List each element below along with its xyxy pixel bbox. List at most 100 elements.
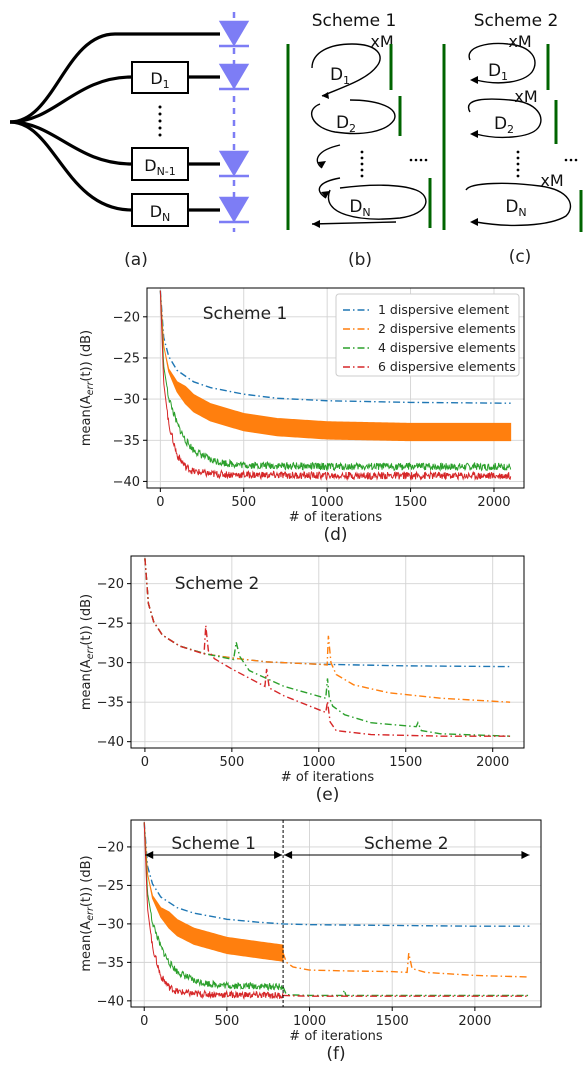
loop-d1 [468,42,536,84]
loop-label: DN [505,197,526,219]
chart-title: Scheme 2 [175,574,260,594]
x-tick-label: 1500 [389,755,422,770]
x-tick-label: 1500 [376,1014,409,1029]
y-tick-label: −30 [97,656,124,671]
loop-d1 [311,43,381,97]
photodiode-icon [218,63,250,90]
x-tick-label: 2000 [477,495,510,510]
series-line [159,290,511,404]
x-tick-label: 500 [219,755,244,770]
series-band [143,822,284,962]
arrow-head [274,851,283,859]
repeat-label: xM [540,171,563,190]
scheme1-title: Scheme 1 [312,11,397,31]
series-4 [159,290,512,482]
y-tick-label: −20 [97,840,124,855]
arrow-head [284,851,293,859]
chart-caption: (d) [323,525,347,545]
chart-caption: (f) [326,1044,345,1064]
caption-b: (b) [348,250,372,270]
legend: 1 dispersive element 2 dispersive element… [335,293,520,377]
loop-label: D1 [330,65,350,87]
arrow-head [312,220,320,228]
loop-arrow [316,144,341,169]
repeat-label: xM [508,32,531,51]
y-axis-label-sub: err [85,381,96,396]
x-axis-label: # of iterations [289,1029,383,1044]
box-label: D1 [150,69,169,91]
x-tick-label: 500 [231,495,256,510]
horizontal-dots [564,158,578,162]
y-tick-label: −35 [113,434,140,449]
photodiodes [218,20,250,224]
dispersive-box [131,147,189,181]
diagram-a: D1 DN-1 DN (a) [9,12,250,270]
y-axis-label: mean(Aerr(t)) (dB) [79,594,96,710]
y-tick-label: −20 [97,577,124,592]
x-axis-label: # of iterations [281,770,375,785]
fiber-branch [9,120,133,212]
y-tick-label: −30 [113,393,140,408]
diagram-b: Scheme 1 xM D1 D2 DN [286,11,432,270]
loop-label: DN [349,197,370,219]
series-line [144,558,511,737]
diagram-c: Scheme 2 xM xM xM D1 D2 DN (c) [442,11,583,267]
vertical-dots [158,105,162,137]
scheme2-title: Scheme 2 [474,11,559,31]
series-line [282,986,530,997]
y-tick-label: −25 [97,617,124,632]
y-tick-label: −25 [113,351,140,366]
series-2 [159,290,512,442]
legend-entry: 6 dispersive elements [378,359,516,374]
loop-dn [327,184,427,220]
series-4 [144,558,511,737]
arrow-head [321,191,330,198]
repeat-label: xM [370,32,393,51]
photodiode-icon [218,20,250,47]
y-axis-label-tail: (t)) (dB) [79,855,94,907]
y-axis-label-main: mean(A [79,659,94,710]
y-axis-label-sub: err [85,906,96,921]
series-line [143,822,284,992]
fiber-branch [9,75,133,124]
chart-f: 0 500 1000 1500 2000 −20 −25 −30 −35 −40 # of iter… [79,819,542,1064]
series-4 [143,822,530,1000]
x-tick-label: 0 [140,1014,148,1029]
chart-d: 0 500 1000 1500 2000 −20 −25 −30 −35 −40 # of iter… [79,287,525,545]
loop-label: D2 [336,113,356,135]
plot-frame [130,819,542,1008]
arrow-head [521,851,530,859]
series-1 [143,822,530,927]
series-line [159,290,512,482]
x-tick-label: 0 [141,755,149,770]
arrow-head [145,851,154,859]
y-axis-label-main: mean(A [79,395,94,446]
dispersive-box [131,193,189,227]
loop-return [311,221,397,225]
vertical-dots [516,150,520,178]
loop-d2 [310,99,396,135]
series-1 [159,290,511,404]
loop-arrow [318,177,341,199]
y-tick-label: −30 [97,917,124,932]
x-tick-label: 2000 [458,1014,491,1029]
y-axis-label-sub: err [85,645,96,660]
y-axis-label: mean(Aerr(t)) (dB) [79,330,96,446]
region-label-scheme1: Scheme 1 [171,834,256,854]
arrow-head [470,76,478,84]
box-label: DN [150,202,171,224]
x-tick-label: 1000 [311,495,344,510]
plot-frame [130,555,525,749]
y-tick-label: −40 [97,735,124,750]
series-band [159,290,512,442]
plot-frame [146,287,525,489]
series-line [143,822,530,927]
chart-caption: (e) [316,785,340,805]
vertical-dots [360,150,364,178]
chart-e: 0 500 1000 1500 2000 −20 −25 −30 −35 −40 # of iter… [79,555,525,805]
arrow-head [318,161,326,168]
horizontal-dots [409,158,428,162]
photodiode-icon [218,196,250,223]
arrow-head [322,92,329,99]
